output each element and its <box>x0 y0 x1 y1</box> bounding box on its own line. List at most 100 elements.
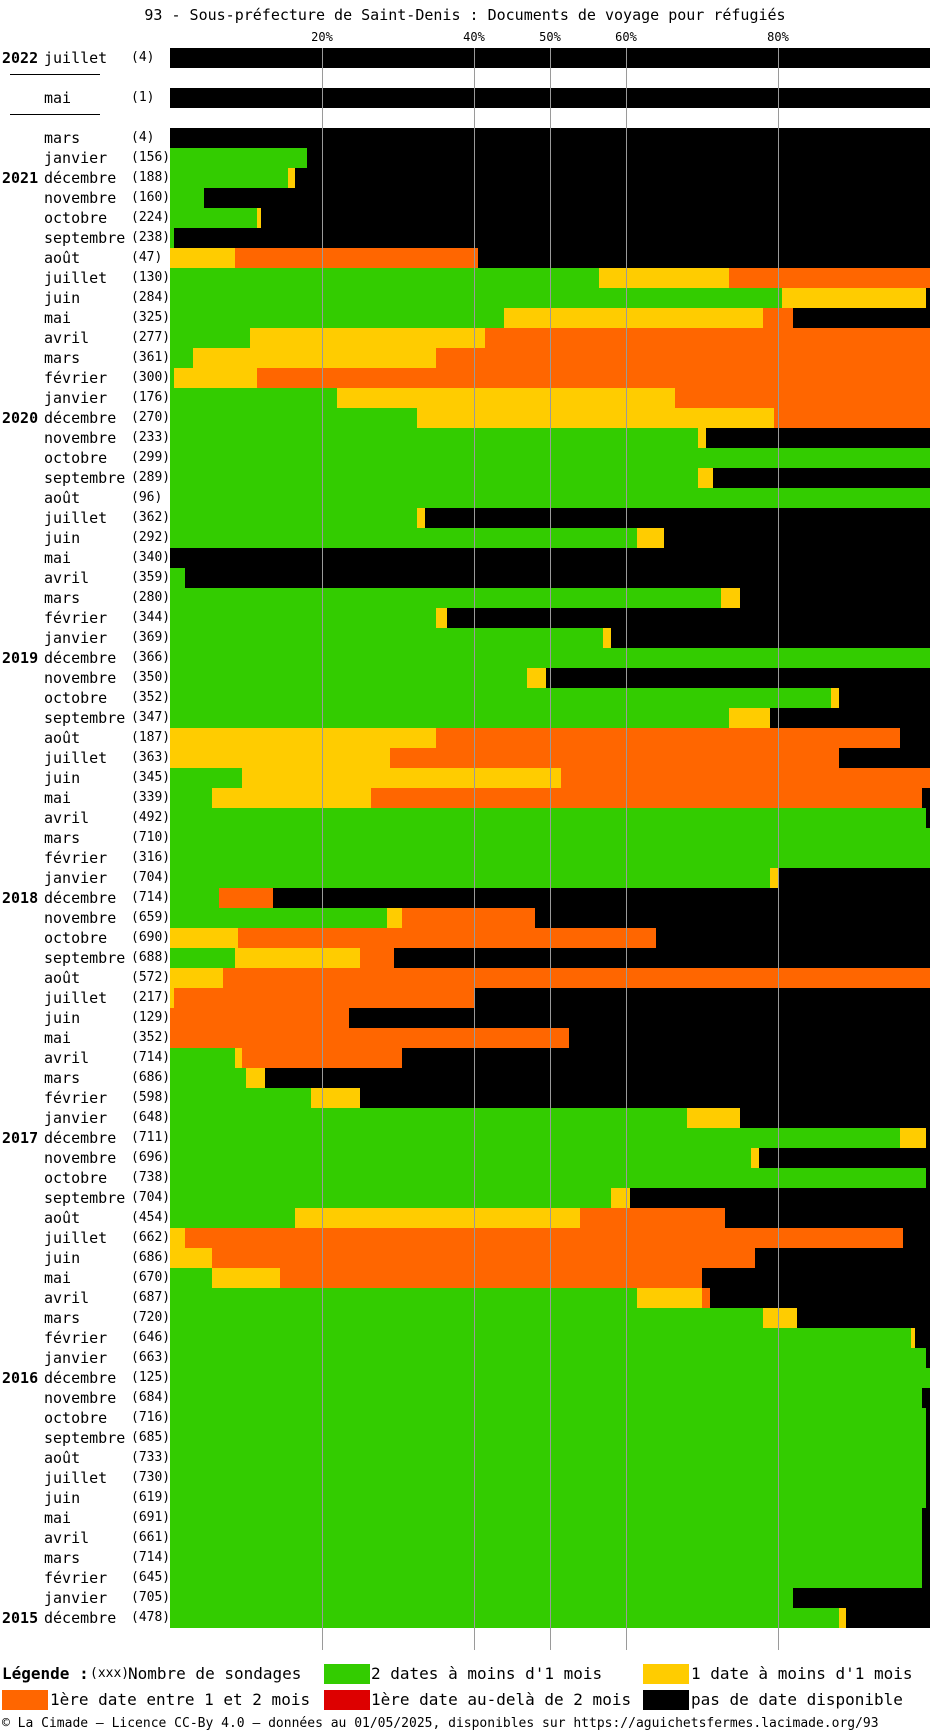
bar-segment-green <box>170 428 699 448</box>
month-label: janvier <box>44 869 108 887</box>
month-label: mars <box>44 589 81 607</box>
month-label: décembre <box>44 169 117 187</box>
stacked-bar <box>170 288 930 308</box>
stacked-bar <box>170 848 930 868</box>
chart-row: février (598) <box>0 1088 930 1108</box>
chart-row: mai (670) <box>0 1268 930 1288</box>
bar-segment-black <box>796 1308 930 1328</box>
bar-segment-green <box>170 1568 923 1588</box>
bar-segment-green <box>170 1068 246 1088</box>
survey-count-label: (366) <box>131 650 171 665</box>
bar-segment-black <box>914 1328 930 1348</box>
bar-segment-black <box>777 868 930 888</box>
survey-count-label: (720) <box>131 1310 171 1325</box>
bar-segment-yellow <box>728 708 771 728</box>
bar-segment-green <box>170 568 186 588</box>
stacked-bar <box>170 1268 930 1288</box>
month-label: mars <box>44 349 81 367</box>
bar-segment-orange <box>728 268 930 288</box>
row-separator <box>10 74 100 75</box>
bar-segment-black <box>740 588 930 608</box>
stacked-bar <box>170 728 930 748</box>
bar-segment-yellow <box>257 208 262 228</box>
chart-row: juin (284) <box>0 288 930 308</box>
month-label: avril <box>44 1529 90 1547</box>
bar-segment-black <box>903 1228 930 1248</box>
bar-segment-orange <box>580 1208 725 1228</box>
survey-count-label: (704) <box>131 1190 171 1205</box>
month-label: novembre <box>44 189 117 207</box>
chart-row: mai (339) <box>0 788 930 808</box>
month-label: février <box>44 849 108 867</box>
bar-segment-green <box>170 1328 911 1348</box>
month-label: janvier <box>44 1349 108 1367</box>
bar-segment-green <box>170 348 193 368</box>
legend-black-label: pas de date disponible <box>691 1690 903 1709</box>
survey-count-label: (704) <box>131 870 171 885</box>
bar-segment-orange <box>371 788 923 808</box>
bar-segment-black <box>709 1288 930 1308</box>
survey-count-label: (352) <box>131 1030 171 1045</box>
survey-count-label: (663) <box>131 1350 171 1365</box>
survey-count-label: (284) <box>131 290 171 305</box>
bar-segment-green <box>170 188 205 208</box>
month-label: mai <box>44 1269 72 1287</box>
bar-segment-black <box>424 508 930 528</box>
stacked-bar <box>170 588 930 608</box>
stacked-bar <box>170 48 930 68</box>
survey-count-label: (661) <box>131 1530 171 1545</box>
month-label: décembre <box>44 1129 117 1147</box>
bar-segment-orange <box>435 348 930 368</box>
stacked-bar <box>170 888 930 908</box>
bar-segment-orange <box>234 248 478 268</box>
survey-count-label: (292) <box>131 530 171 545</box>
chart-row: mai (691) <box>0 1508 930 1528</box>
survey-count-label: (646) <box>131 1330 171 1345</box>
stacked-bar <box>170 568 930 588</box>
stacked-bar <box>170 1088 930 1108</box>
stacked-bar <box>170 408 930 428</box>
chart-row: mars (720) <box>0 1308 930 1328</box>
bar-segment-orange <box>561 768 930 788</box>
bar-segment-yellow <box>170 748 391 768</box>
stacked-bar <box>170 628 930 648</box>
survey-count-label: (350) <box>131 670 171 685</box>
month-label: décembre <box>44 1609 117 1627</box>
bar-segment-black <box>838 748 930 768</box>
chart-row: mars (280) <box>0 588 930 608</box>
stacked-bar <box>170 908 930 928</box>
bar-segment-black <box>170 548 930 568</box>
month-label: novembre <box>44 1149 117 1167</box>
bar-segment-black <box>170 128 930 148</box>
month-label: juin <box>44 769 81 787</box>
bar-segment-green <box>170 1048 235 1068</box>
month-label: janvier <box>44 629 108 647</box>
bar-segment-black <box>926 808 930 828</box>
survey-count-label: (325) <box>131 310 171 325</box>
bar-segment-black <box>922 788 930 808</box>
bar-segment-yellow <box>287 168 296 188</box>
survey-count-label: (662) <box>131 1230 171 1245</box>
bar-segment-orange <box>436 728 900 748</box>
bar-segment-yellow <box>831 688 839 708</box>
bar-segment-black <box>656 928 930 948</box>
survey-count-label: (670) <box>131 1270 171 1285</box>
bar-segment-black <box>348 1008 930 1028</box>
stacked-bar <box>170 1008 930 1028</box>
bar-segment-green <box>170 888 220 908</box>
stacked-bar <box>170 428 930 448</box>
stacked-bar <box>170 388 930 408</box>
month-label: novembre <box>44 1389 117 1407</box>
survey-count-label: (710) <box>131 830 171 845</box>
bar-segment-orange <box>774 408 930 428</box>
stacked-bar <box>170 1608 930 1628</box>
bar-segment-green <box>170 368 174 388</box>
bar-segment-yellow <box>246 1068 265 1088</box>
bar-segment-black <box>926 1468 930 1488</box>
bar-segment-green <box>170 1108 687 1128</box>
survey-count-label: (300) <box>131 370 171 385</box>
bar-segment-orange <box>219 888 273 908</box>
survey-count-label: (730) <box>131 1470 171 1485</box>
survey-count-label: (686) <box>131 1070 171 1085</box>
month-label: juillet <box>44 269 108 287</box>
